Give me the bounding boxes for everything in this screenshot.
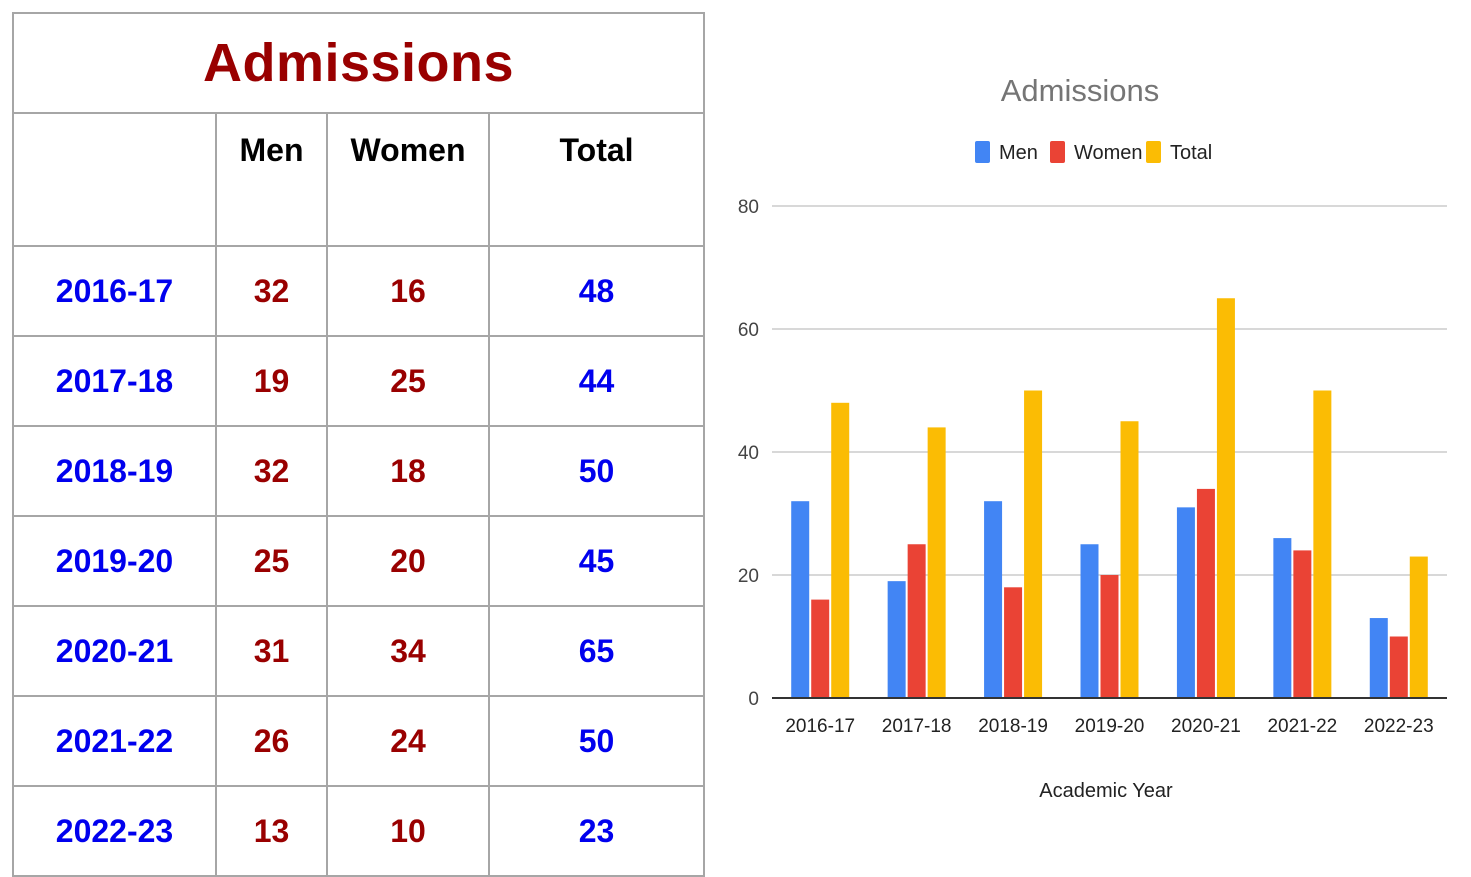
- x-axis-ticks: 2016-17 2017-18 2018-19 2019-20 2020-21 2021-…: [785, 716, 1433, 737]
- bar-women-2018-19: [1004, 587, 1023, 698]
- bar-men-2020-21: [1176, 507, 1195, 698]
- x-axis-label: Academic Year: [1039, 780, 1173, 802]
- men-cell: 31: [215, 605, 328, 697]
- men-cell: 32: [215, 425, 328, 517]
- bar-men-2022-23: [1369, 618, 1388, 698]
- table-row: 2022-23 13 10 23: [12, 785, 706, 877]
- bar-women-2017-18: [907, 544, 926, 698]
- year-cell: 2018-19: [12, 425, 217, 517]
- bar-men-2018-19: [984, 501, 1003, 698]
- bar-women-2016-17: [811, 599, 830, 698]
- table-row: 2017-18 19 25 44: [12, 335, 706, 427]
- table-row: 2020-21 31 34 65: [12, 605, 706, 697]
- year-cell: 2022-23: [12, 785, 217, 877]
- bar-total-2020-21: [1216, 298, 1235, 698]
- total-cell: 44: [487, 335, 706, 427]
- bar-women-2021-22: [1293, 550, 1312, 698]
- total-cell: 48: [487, 245, 706, 337]
- chart-bars: [772, 298, 1447, 699]
- x-tick-label: 2018-19: [978, 716, 1048, 737]
- admissions-chart: Admissions Men Women Total 0 20 40 60 80 2016-…: [738, 73, 1447, 802]
- table-row: 2016-17 32 16 48: [12, 245, 706, 337]
- bar-total-2019-20: [1120, 421, 1139, 698]
- legend-swatch-men: [975, 141, 990, 163]
- total-cell: 50: [487, 425, 706, 517]
- x-tick-label: 2020-21: [1171, 716, 1241, 737]
- y-tick-label: 60: [738, 320, 759, 341]
- total-cell: 65: [487, 605, 706, 697]
- legend-label-total: Total: [1170, 142, 1212, 164]
- total-cell: 23: [487, 785, 706, 877]
- bar-women-2020-21: [1196, 488, 1215, 698]
- header-men: Men: [215, 112, 328, 247]
- total-cell: 45: [487, 515, 706, 607]
- men-cell: 13: [215, 785, 328, 877]
- men-cell: 19: [215, 335, 328, 427]
- table-row: 2019-20 25 20 45: [12, 515, 706, 607]
- year-cell: 2016-17: [12, 245, 217, 337]
- women-cell: 25: [326, 335, 490, 427]
- y-axis-ticks: 0 20 40 60 80: [738, 197, 759, 710]
- bar-men-2016-17: [791, 501, 810, 698]
- admissions-table: Admissions Men Women Total 2016-17 32 16…: [11, 12, 706, 877]
- header-women: Women: [326, 112, 490, 247]
- women-cell: 10: [326, 785, 490, 877]
- title-row: Admissions: [11, 12, 706, 114]
- men-cell: 32: [215, 245, 328, 337]
- chart-title: Admissions: [1001, 73, 1160, 108]
- x-tick-label: 2016-17: [785, 716, 855, 737]
- bar-men-2017-18: [887, 581, 906, 698]
- y-tick-label: 20: [738, 566, 759, 587]
- x-tick-label: 2022-23: [1364, 716, 1434, 737]
- bar-total-2016-17: [831, 402, 850, 698]
- header-row: Men Women Total: [12, 112, 706, 247]
- total-cell: 50: [487, 695, 706, 787]
- bar-men-2021-22: [1273, 538, 1292, 698]
- chart-legend: Men Women Total: [975, 141, 1212, 164]
- women-cell: 34: [326, 605, 490, 697]
- bar-total-2021-22: [1313, 390, 1332, 698]
- bar-total-2022-23: [1409, 556, 1428, 698]
- x-tick-label: 2019-20: [1075, 716, 1145, 737]
- legend-label-women: Women: [1074, 142, 1143, 164]
- y-tick-label: 40: [738, 443, 759, 464]
- year-cell: 2019-20: [12, 515, 217, 607]
- legend-swatch-total: [1146, 141, 1161, 163]
- legend-swatch-women: [1050, 141, 1065, 163]
- year-cell: 2021-22: [12, 695, 217, 787]
- x-tick-label: 2021-22: [1267, 716, 1337, 737]
- women-cell: 18: [326, 425, 490, 517]
- men-cell: 26: [215, 695, 328, 787]
- men-cell: 25: [215, 515, 328, 607]
- x-tick-label: 2017-18: [882, 716, 952, 737]
- year-cell: 2017-18: [12, 335, 217, 427]
- table-title: Admissions: [11, 12, 706, 114]
- header-total: Total: [487, 112, 706, 247]
- bar-women-2019-20: [1100, 575, 1119, 698]
- bar-men-2019-20: [1080, 544, 1099, 698]
- y-tick-label: 80: [738, 197, 759, 218]
- bar-total-2018-19: [1024, 390, 1043, 698]
- women-cell: 24: [326, 695, 490, 787]
- legend-label-men: Men: [999, 142, 1038, 164]
- bar-total-2017-18: [927, 427, 946, 698]
- year-cell: 2020-21: [12, 605, 217, 697]
- bar-women-2022-23: [1389, 636, 1408, 698]
- table-row: 2021-22 26 24 50: [12, 695, 706, 787]
- header-year: [12, 112, 217, 247]
- table-row: 2018-19 32 18 50: [12, 425, 706, 517]
- women-cell: 20: [326, 515, 490, 607]
- women-cell: 16: [326, 245, 490, 337]
- y-tick-label: 0: [748, 689, 759, 710]
